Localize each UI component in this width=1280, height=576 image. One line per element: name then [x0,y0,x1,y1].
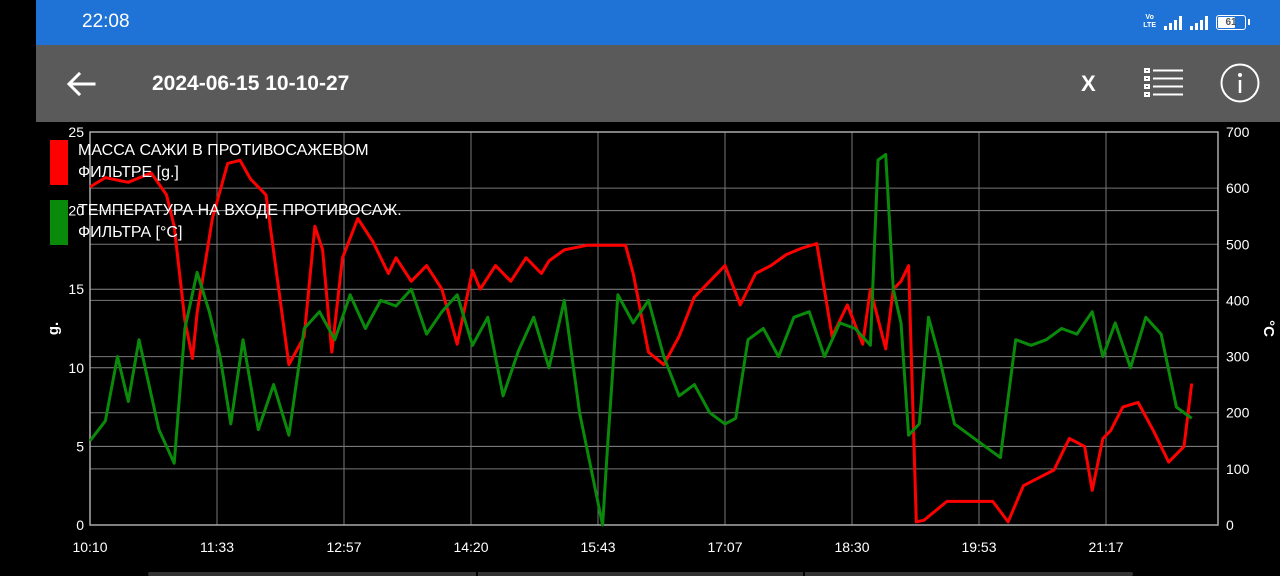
plot-frame [89,131,1219,526]
x-tick-label: 19:53 [961,539,996,555]
y-right-tick-label: 600 [1226,180,1250,196]
x-tick-label: 12:57 [326,539,361,555]
status-bar: 22:08 Vo LTE 61 [36,0,1280,45]
signal-icon-2 [1190,14,1208,30]
y-right-tick-label: 700 [1226,124,1250,140]
y-left-tick-label: 10 [68,360,84,376]
x-tick-label: 15:43 [580,539,615,555]
y-left-tick-label: 0 [76,517,84,533]
line-chart[interactable]: 10:10 11:33 12:57 14:20 15:43 17:07 18:30 19:53… [0,122,1280,572]
signal-icon [1164,14,1182,30]
x-tick-label: 10:10 [72,539,107,555]
y-right-tick-label: 500 [1226,236,1250,252]
y-right-axis-label: °C [1260,320,1277,337]
legend-label: ТЕМПЕРАТУРА НА ВХОДЕ ПРОТИВОСАЖ. ФИЛЬТРА… [78,202,402,241]
page-title: 2024-06-15 10-10-27 [152,72,350,95]
battery-level: 61 [1225,16,1237,28]
legend-label: МАССА САЖИ В ПРОТИВОСАЖЕВОМ ФИЛЬТРЕ [g.] [78,142,369,181]
y-left-tick-label: 20 [68,203,84,219]
battery-icon: 61 [1216,14,1250,30]
y-left-axis-label: g. [45,322,62,335]
volte-icon: Vo LTE [1143,14,1156,29]
x-tick-label: 18:30 [834,539,869,555]
legend-swatch [50,200,68,245]
list-icon[interactable] [1144,67,1184,99]
x-tick-label: 11:33 [200,539,234,555]
y-left-tick-label: 25 [68,124,84,140]
status-time: 22:08 [82,11,130,32]
x-tick-label: 21:17 [1088,539,1123,555]
toolbar: 2024-06-15 10-10-27 X [36,45,1280,122]
status-icons: Vo LTE 61 [1143,12,1250,32]
back-arrow-icon[interactable] [64,67,98,101]
y-left-tick-label: 15 [68,281,84,297]
x-tick-label: 14:20 [453,539,488,555]
info-icon[interactable] [1220,63,1260,103]
y-right-tick-label: 400 [1226,292,1250,308]
horizontal-scrollbar[interactable] [148,572,1133,576]
y-right-tick-label: 0 [1226,517,1234,533]
y-right-tick-label: 200 [1226,405,1250,421]
close-button[interactable]: X [1081,71,1096,96]
x-tick-label: 17:07 [707,539,742,555]
y-left-tick-label: 5 [76,438,84,454]
series-line-2 [88,153,1193,527]
y-right-tick-label: 300 [1226,349,1250,365]
y-right-tick-label: 100 [1226,461,1250,477]
legend-swatch [50,140,68,185]
